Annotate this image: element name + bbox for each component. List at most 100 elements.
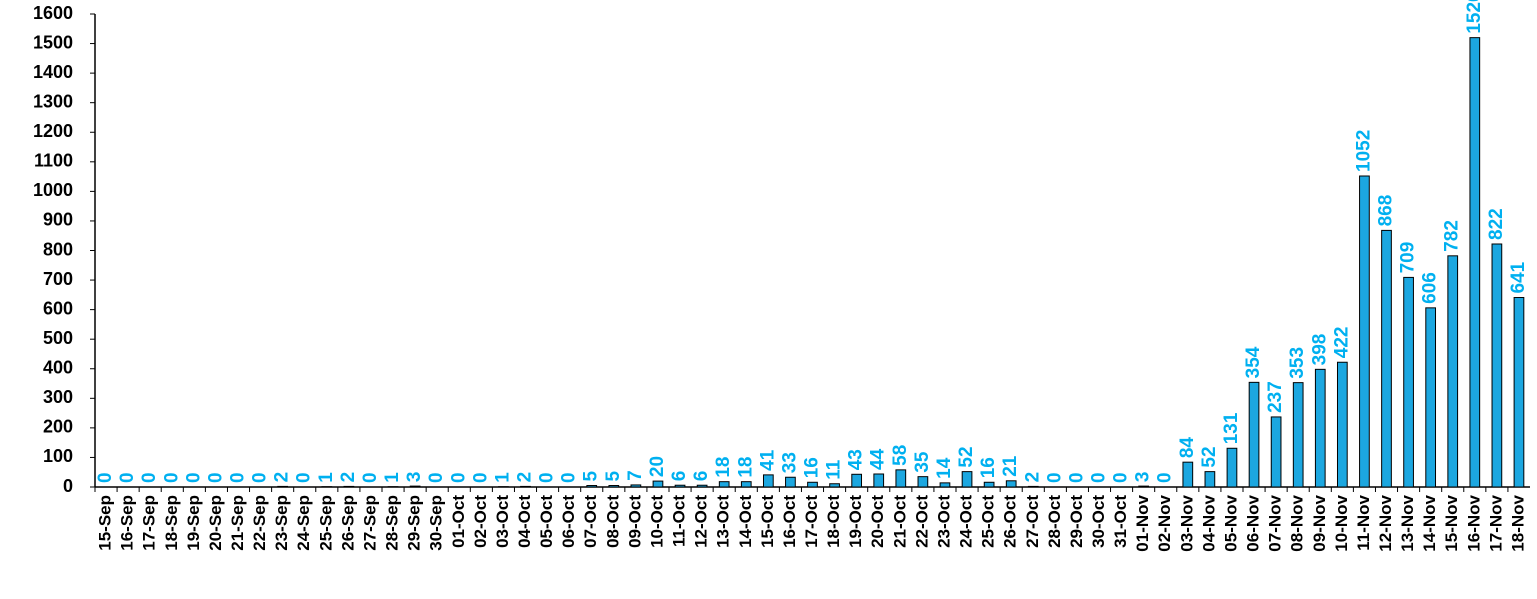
value-label: 2 [272,472,293,483]
x-tick-label: 30-Sep [427,495,446,551]
x-tick-label: 10-Nov [1332,494,1351,551]
x-tick-label: 01-Oct [449,495,468,548]
value-label: 1520 [1464,0,1485,34]
value-label: 0 [360,472,381,483]
y-tick-label: 1100 [34,151,73,171]
bar [1359,175,1370,488]
value-label: 131 [1221,412,1242,444]
value-label: 1 [382,472,403,483]
value-label: 14 [934,457,955,479]
x-tick-label: 16-Oct [780,495,799,548]
value-label: 237 [1265,381,1286,413]
x-tick-label: 15-Oct [758,495,777,548]
bar [807,481,818,488]
x-tick-label: 10-Oct [647,495,666,548]
x-tick-label: 29-Oct [1067,495,1086,548]
value-label: 18 [713,457,734,478]
value-label: 868 [1376,195,1397,227]
value-label: 0 [183,472,204,483]
bar [1027,485,1039,488]
x-tick-label: 04-Nov [1199,494,1218,551]
bar [696,484,708,488]
value-label: 41 [757,449,778,471]
value-label: 0 [139,472,160,483]
x-tick-label: 31-Oct [1111,495,1130,548]
value-label: 2 [515,472,536,483]
value-label: 3 [1133,472,1154,483]
value-label: 0 [294,472,315,483]
x-tick-label: 18-Oct [824,495,843,548]
bar [983,481,995,488]
y-tick-label: 1500 [33,32,73,52]
value-label: 354 [1243,346,1264,378]
x-tick-label: 11-Oct [670,495,689,547]
value-label: 5 [581,471,602,482]
x-tick-label: 20-Oct [868,495,887,548]
x-tick-label: 02-Oct [471,495,490,548]
x-tick-label: 21-Sep [228,495,247,551]
x-tick-label: 24-Oct [957,495,976,548]
value-label: 709 [1398,242,1419,274]
y-tick-label: 900 [43,210,73,230]
x-tick-label: 23-Oct [934,495,953,548]
value-label: 2 [338,472,359,483]
x-tick-label: 03-Oct [493,495,512,548]
x-tick-label: 17-Nov [1486,494,1505,551]
x-tick-label: 12-Nov [1376,494,1395,551]
bar [1226,447,1238,488]
value-label: 606 [1420,272,1441,304]
x-tick-label: 22-Oct [912,495,931,548]
value-label: 0 [117,472,138,483]
value-label: 21 [1000,455,1021,477]
bar [1270,416,1282,488]
x-tick-label: 07-Oct [581,495,600,548]
x-tick-label: 06-Nov [1244,494,1263,551]
x-tick-label: 01-Nov [1133,494,1152,551]
value-label: 0 [1155,472,1176,483]
y-tick-label: 700 [43,269,73,289]
value-label: 0 [1044,472,1065,483]
value-label: 3 [404,472,425,483]
x-tick-label: 13-Nov [1398,494,1417,551]
bar [630,484,642,488]
value-label: 0 [95,472,116,483]
value-label: 422 [1331,327,1352,359]
bar [652,480,664,488]
x-tick-label: 06-Oct [559,495,578,548]
value-label: 35 [912,451,933,473]
y-tick-label: 300 [43,387,73,407]
value-label: 33 [779,452,800,473]
value-label: 0 [470,472,491,483]
x-tick-label: 19-Sep [184,495,203,551]
y-tick-label: 100 [43,446,73,466]
y-tick-label: 1200 [33,121,73,141]
x-tick-label: 18-Nov [1508,494,1527,551]
value-label: 5 [603,471,624,482]
value-label: 822 [1486,208,1507,240]
bar [1182,461,1194,488]
value-label: 2 [1022,472,1043,483]
bar [520,485,531,488]
value-label: 84 [1177,437,1198,459]
value-label: 52 [956,446,977,467]
bar [961,471,973,488]
value-label: 0 [228,472,249,483]
x-tick-label: 14-Oct [736,495,755,548]
x-tick-label: 16-Nov [1464,494,1483,551]
value-label: 16 [802,457,823,478]
value-label: 0 [1089,472,1110,483]
value-label: 1 [316,472,337,483]
value-label: 641 [1508,261,1529,293]
bar [1491,243,1503,488]
x-tick-label: 15-Nov [1442,494,1461,551]
bar [1292,382,1304,488]
value-label: 0 [250,472,271,483]
x-tick-label: 27-Sep [360,495,379,551]
x-tick-label: 09-Nov [1310,494,1329,551]
y-tick-label: 200 [43,417,73,437]
x-tick-label: 18-Sep [162,495,181,551]
bar [1425,307,1437,488]
x-tick-label: 16-Sep [118,495,137,551]
value-label: 0 [161,472,182,483]
bar [674,484,686,488]
